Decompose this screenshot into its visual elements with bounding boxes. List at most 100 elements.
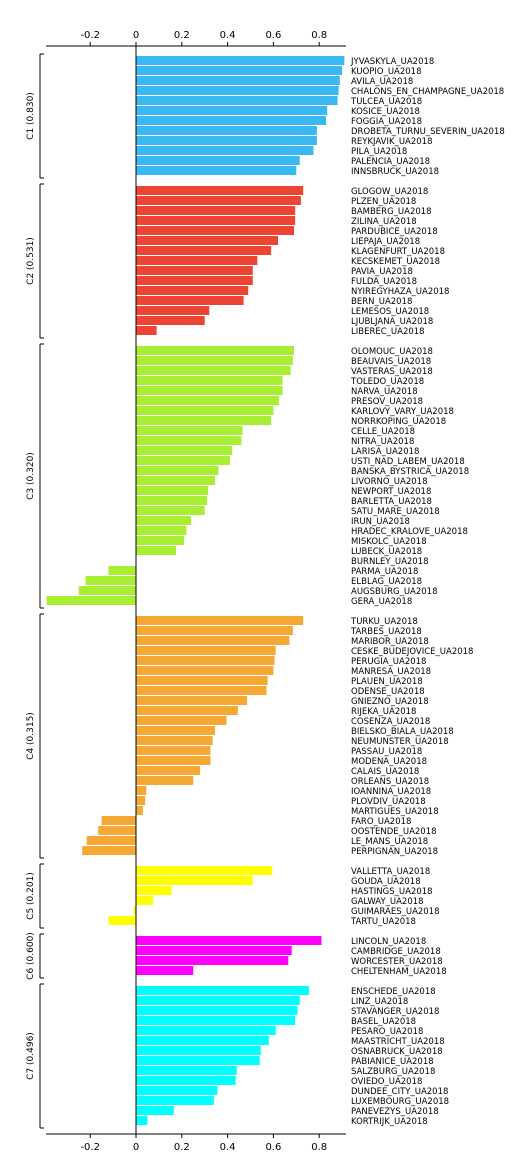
bar-label: STAVANGER_UA2018 xyxy=(351,1007,439,1017)
bar-drobeta-turnu-severin-ua2018 xyxy=(136,126,317,135)
bar-label: NEWPORT_UA2018 xyxy=(351,487,431,497)
bar-kosice-ua2018 xyxy=(136,106,328,115)
bar-label: ZILINA_UA2018 xyxy=(351,217,417,227)
bar-label: NYIREGYHAZA_UA2018 xyxy=(351,287,449,297)
bar-dundee-city-ua2018 xyxy=(136,1086,218,1095)
bar-label: NEUMUNSTER_UA2018 xyxy=(351,737,449,747)
bar-lubeck-ua2018 xyxy=(136,546,177,555)
axis-tick-label: -0.2 xyxy=(80,30,100,41)
bar-livorno-ua2018 xyxy=(136,476,216,485)
bar-label: INNSBRUCK_UA2018 xyxy=(351,167,439,177)
bar-stavanger-ua2018 xyxy=(136,1006,298,1015)
bar-worcester-ua2018 xyxy=(136,956,289,965)
cluster-label: C7 (0.496) xyxy=(26,1032,36,1080)
bar-label: LIVORNO_UA2018 xyxy=(351,477,427,487)
bar-label: DUNDEE_CITY_UA2018 xyxy=(351,1087,448,1097)
bar-maribor-ua2018 xyxy=(136,636,290,645)
bar-label: HASTINGS_UA2018 xyxy=(351,887,433,897)
bar-osnabruck-ua2018 xyxy=(136,1046,261,1055)
bar-pabianice-ua2018 xyxy=(136,1056,260,1065)
cluster-label: C5 (0.201) xyxy=(26,872,36,920)
bar-label: TOLEDO_UA2018 xyxy=(350,377,424,387)
bar-label: CHELTENHAM_UA2018 xyxy=(351,967,447,977)
axis-tick-label: 0.4 xyxy=(220,1142,236,1153)
axis-tick-label: 0 xyxy=(133,30,139,41)
cluster-label: C2 (0.531) xyxy=(26,237,36,285)
bar-label: OSNABRUCK_UA2018 xyxy=(351,1047,443,1057)
bar-tartu-ua2018 xyxy=(108,916,136,925)
bar-karlovy-vary-ua2018 xyxy=(136,406,274,415)
bar-label: BERN_UA2018 xyxy=(351,297,412,307)
bar-chalons-en-champagne-ua2018 xyxy=(136,86,339,95)
bar-cambridge-ua2018 xyxy=(136,946,292,955)
bar-maastricht-ua2018 xyxy=(136,1036,269,1045)
bar-ceske-budejovice-ua2018 xyxy=(136,646,276,655)
bar-norrkoping-ua2018 xyxy=(136,416,272,425)
bar-beauvais-ua2018 xyxy=(136,356,293,365)
bar-basel-ua2018 xyxy=(136,1016,296,1025)
bottom-axis: -0.2 0 0.2 0.4 0.6 0.8 xyxy=(46,1133,346,1153)
bar-label: BEAUVAIS_UA2018 xyxy=(351,357,431,367)
cluster-label: C1 (0.830) xyxy=(26,92,36,140)
axis-tick-label: 0.6 xyxy=(265,30,281,41)
bar-label: PESARO_UA2018 xyxy=(351,1027,423,1037)
bar-label: KARLOVY_VARY_UA2018 xyxy=(351,407,454,417)
bar-bamberg-ua2018 xyxy=(136,206,296,215)
bar-kortrijk-ua2018 xyxy=(136,1116,148,1125)
bar-faro-ua2018 xyxy=(101,816,136,825)
bar-label: ODENSE_UA2018 xyxy=(351,687,425,697)
axis-tick-label: 0.8 xyxy=(311,1142,327,1153)
bar-label: MARIBOR_UA2018 xyxy=(351,637,429,647)
bar-foggia-ua2018 xyxy=(136,116,327,125)
bar-fulda-ua2018 xyxy=(136,276,253,285)
bar-label: PARDUBICE_UA2018 xyxy=(351,227,438,237)
top-axis: -0.2 0 0.2 0.4 0.6 0.8 xyxy=(46,30,346,47)
bar-bielsko-biala-ua2018 xyxy=(136,726,216,735)
bar-label: KORTRIJK_UA2018 xyxy=(351,1117,428,1127)
bar-label: FARO_UA2018 xyxy=(351,817,411,827)
bar-label: KUOPIO_UA2018 xyxy=(351,67,422,77)
bar-glogow-ua2018 xyxy=(136,186,304,195)
bar-label: GOUDA_UA2018 xyxy=(351,877,421,887)
bar-label: IOANNINA_UA2018 xyxy=(351,787,431,797)
bar-label: NITRA_UA2018 xyxy=(351,437,414,447)
bar-plauen-ua2018 xyxy=(136,676,268,685)
bar-gniezno-ua2018 xyxy=(136,696,248,705)
bar-label: PERUGIA_UA2018 xyxy=(351,657,426,667)
bar-olomouc-ua2018 xyxy=(136,346,295,355)
bar-label: LUXEMBOURG_UA2018 xyxy=(351,1097,449,1107)
bar-label: ELBLAG_UA2018 xyxy=(351,577,422,587)
bar-label: KOSICE_UA2018 xyxy=(351,107,420,117)
bar-label: BIELSKO_BIALA_UA2018 xyxy=(351,727,454,737)
bar-label: BAMBERG_UA2018 xyxy=(351,207,432,217)
bar-label: PARMA_UA2018 xyxy=(351,567,418,577)
bar-enschede-ua2018 xyxy=(136,986,309,995)
bar-label: PLAUEN_UA2018 xyxy=(351,677,423,687)
bar-celle-ua2018 xyxy=(136,426,243,435)
bar-label: CHALONS_EN_CHAMPAGNE_UA2018 xyxy=(351,87,504,97)
bar-label: BARLETTA_UA2018 xyxy=(351,497,432,507)
bar-klagenfurt-ua2018 xyxy=(136,246,272,255)
bar-lincoln-ua2018 xyxy=(136,936,322,945)
bar-luxembourg-ua2018 xyxy=(136,1096,214,1105)
bar-label: VALLETTA_UA2018 xyxy=(351,867,430,877)
bar-label: PLOVDIV_UA2018 xyxy=(351,797,426,807)
bar-label: LINZ_UA2018 xyxy=(351,997,408,1007)
bar-orleans-ua2018 xyxy=(136,776,194,785)
bar-pesaro-ua2018 xyxy=(136,1026,276,1035)
bar-label: LEMESOS_UA2018 xyxy=(351,307,429,317)
bar-galway-ua2018 xyxy=(136,896,154,905)
bar-augsburg-ua2018 xyxy=(78,586,136,595)
bar-label: ENSCHEDE_UA2018 xyxy=(351,987,436,997)
bar-label: PALENCIA_UA2018 xyxy=(351,157,430,167)
bar-jyvaskyla-ua2018 xyxy=(136,56,345,65)
bar-toledo-ua2018 xyxy=(136,376,283,385)
bar-vasteras-ua2018 xyxy=(136,366,291,375)
bar-label: AVILA_UA2018 xyxy=(351,77,413,87)
bar-label: OOSTENDE_UA2018 xyxy=(351,827,437,837)
bar-label: HRADEC_KRALOVE_UA2018 xyxy=(351,527,468,537)
bar-miskolc-ua2018 xyxy=(136,536,185,545)
cluster-label: C4 (0.315) xyxy=(26,712,36,760)
bar-label: LIBEREC_UA2018 xyxy=(351,327,425,337)
